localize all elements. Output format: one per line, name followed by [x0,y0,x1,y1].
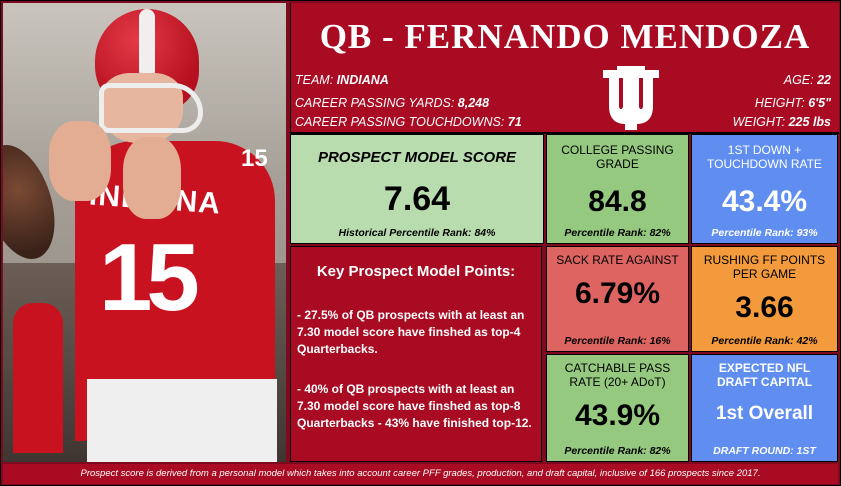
passing-tds-value: 71 [507,115,522,129]
height-value: 6'5" [808,96,831,110]
first-down-td-rate-label: 1ST DOWN + TOUCHDOWN RATE [707,143,822,171]
college-passing-grade-value: 84.8 [588,185,647,218]
weight-value: 225 lbs [788,115,831,129]
draft-capital-value: 1st Overall [715,403,814,424]
catchable-pass-rank: Percentile Rank: 82% [564,445,671,457]
first-down-td-rate-value: 43.4% [721,185,808,218]
height-info: HEIGHT: 6'5" [755,96,831,110]
page-title: QB - FERNANDO MENDOZA [319,17,811,56]
draft-capital-rank: DRAFT ROUND: 1ST [713,445,816,457]
rushing-ff-value: 3.66 [735,291,794,324]
catchable-pass-label: CATCHABLE PASS RATE (20+ ADoT) [564,361,671,389]
age-info: AGE: 22 [784,73,831,87]
player-left-hand [49,121,111,201]
college-passing-grade-label: COLLEGE PASSING GRADE [561,143,674,171]
draft-capital-label: EXPECTED NFL DRAFT CAPITAL [716,361,813,389]
prospect-score-value: 7.64 [383,180,451,218]
college-passing-grade-rank: Percentile Rank: 82% [564,227,671,239]
player-pants [87,379,277,462]
player-right-hand [123,137,181,219]
height-label: HEIGHT: [754,96,805,110]
header-panel: QB - FERNANDO MENDOZA TEAM: INDIANA CARE… [290,3,839,134]
footer-note: Prospect score is derived from a persona… [3,464,838,484]
team-label: TEAM: [295,73,334,87]
sack-rate-value: 6.79% [574,277,661,310]
key-points-title: Key Prospect Model Points: [316,263,516,280]
prospect-score-label: PROSPECT MODEL SCORE [317,149,517,166]
indiana-logo-icon [603,66,659,130]
key-points-panel: Key Prospect Model Points: - 27.5% of QB… [290,246,542,462]
weight-label: WEIGHT: [732,115,786,129]
passing-tds-label: CAREER PASSING TOUCHDOWNS: [295,115,505,129]
passing-yards-value: 8,248 [457,96,490,110]
player-photo: INDIANA 15 15 [3,3,286,462]
passing-yards-info: CAREER PASSING YARDS: 8,248 [295,96,489,110]
age-label: AGE: [783,73,814,87]
key-point-1: - 27.5% of QB prospects with at least an… [297,308,525,356]
college-passing-grade-card: COLLEGE PASSING GRADE 84.8 Percentile Ra… [546,134,689,244]
rushing-ff-label: RUSHING FF POINTS PER GAME [703,253,826,281]
prospect-score-card: PROSPECT MODEL SCORE 7.64 Historical Per… [290,134,544,244]
weight-info: WEIGHT: 225 lbs [733,115,831,129]
key-point-2: - 40% of QB prospects with at least an 7… [297,382,532,430]
prospect-score-rank: Historical Percentile Rank: 84% [338,227,496,239]
jersey-number: 15 [99,224,200,331]
rushing-ff-card: RUSHING FF POINTS PER GAME 3.66 Percenti… [691,246,838,352]
helmet-facemask [99,83,203,133]
first-down-td-rate-card: 1ST DOWN + TOUCHDOWN RATE 43.4% Percenti… [691,134,838,244]
draft-capital-card: EXPECTED NFL DRAFT CAPITAL 1st Overall D… [691,354,838,462]
passing-tds-info: CAREER PASSING TOUCHDOWNS: 71 [295,115,522,129]
age-value: 22 [817,73,831,87]
passing-yards-label: CAREER PASSING YARDS: [295,96,455,110]
photo-background-kid [13,303,63,453]
team-value: INDIANA [336,73,389,87]
helmet-stripe [139,9,155,79]
sleeve-number: 15 [241,145,268,172]
catchable-pass-value: 43.9% [574,399,661,432]
sack-rate-card: SACK RATE AGAINST 6.79% Percentile Rank:… [546,246,689,352]
team-info: TEAM: INDIANA [295,73,389,87]
sack-rate-rank: Percentile Rank: 16% [564,335,671,347]
catchable-pass-card: CATCHABLE PASS RATE (20+ ADoT) 43.9% Per… [546,354,689,462]
sack-rate-label: SACK RATE AGAINST [556,253,679,267]
first-down-td-rate-rank: Percentile Rank: 93% [711,227,818,239]
rushing-ff-rank: Percentile Rank: 42% [711,335,818,347]
